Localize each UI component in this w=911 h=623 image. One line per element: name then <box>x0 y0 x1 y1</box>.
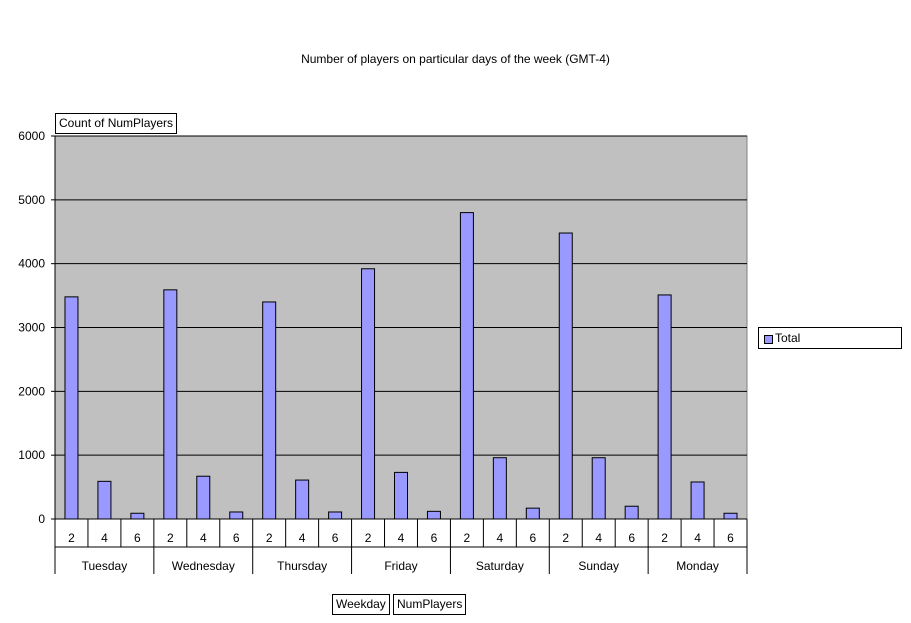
x-subcategory-label: 6 <box>628 531 635 545</box>
bar <box>492 457 507 520</box>
x-group-label: Sunday <box>578 559 619 573</box>
bar <box>690 481 705 520</box>
x-subcategory-label: 2 <box>167 531 174 545</box>
x-subcategory-label: 2 <box>661 531 668 545</box>
x-group-label: Friday <box>384 559 417 573</box>
bar <box>459 212 474 520</box>
x-subcategory-label: 6 <box>727 531 734 545</box>
x-subcategory-label: 6 <box>529 531 536 545</box>
x-subcategory-label: 2 <box>464 531 471 545</box>
numplayers-field-button[interactable]: NumPlayers <box>393 594 467 615</box>
y-tick-label: 2000 <box>18 384 45 398</box>
bar <box>426 510 441 520</box>
x-subcategory-label: 2 <box>68 531 75 545</box>
bar <box>657 294 672 520</box>
bar <box>723 512 738 520</box>
x-subcategory-label: 6 <box>233 531 240 545</box>
bar <box>97 480 112 520</box>
bar <box>361 268 376 520</box>
x-subcategory-label: 4 <box>101 531 108 545</box>
weekday-field-button[interactable]: Weekday <box>332 594 390 615</box>
bar <box>525 507 540 520</box>
data-field-button[interactable]: Count of NumPlayers <box>55 113 178 134</box>
y-tick-label: 0 <box>38 512 45 526</box>
bar <box>229 511 244 520</box>
x-group-label: Tuesday <box>82 559 128 573</box>
x-subcategory-label: 4 <box>694 531 701 545</box>
bar <box>64 296 79 520</box>
x-subcategory-label: 4 <box>299 531 306 545</box>
y-tick-label: 5000 <box>18 193 45 207</box>
y-tick-label: 4000 <box>18 257 45 271</box>
x-subcategory-label: 4 <box>398 531 405 545</box>
bar <box>196 475 211 520</box>
legend-swatch <box>764 335 773 344</box>
chart-title: Number of players on particular days of … <box>301 52 610 66</box>
x-subcategory-label: 4 <box>595 531 602 545</box>
y-tick-label: 3000 <box>18 321 45 335</box>
legend-label: Total <box>775 331 801 345</box>
bar <box>624 505 639 520</box>
bar <box>558 232 573 520</box>
x-group-label: Wednesday <box>172 559 235 573</box>
bar <box>130 512 145 520</box>
legend: Total <box>758 327 902 349</box>
bar <box>262 301 277 520</box>
bar <box>328 511 343 520</box>
x-subcategory-label: 2 <box>365 531 372 545</box>
x-subcategory-label: 6 <box>332 531 339 545</box>
x-group-label: Thursday <box>277 559 327 573</box>
x-subcategory-label: 2 <box>266 531 273 545</box>
x-subcategory-label: 6 <box>134 531 141 545</box>
bar <box>591 457 606 520</box>
x-group-label: Monday <box>676 559 719 573</box>
bar <box>295 479 310 520</box>
x-subcategory-label: 4 <box>497 531 504 545</box>
bar <box>163 289 178 520</box>
x-subcategory-label: 6 <box>431 531 438 545</box>
bar <box>394 471 408 520</box>
x-subcategory-label: 4 <box>200 531 207 545</box>
y-tick-label: 1000 <box>18 448 45 462</box>
y-tick-label: 6000 <box>18 129 45 143</box>
x-group-label: Saturday <box>476 559 524 573</box>
x-subcategory-label: 2 <box>562 531 569 545</box>
